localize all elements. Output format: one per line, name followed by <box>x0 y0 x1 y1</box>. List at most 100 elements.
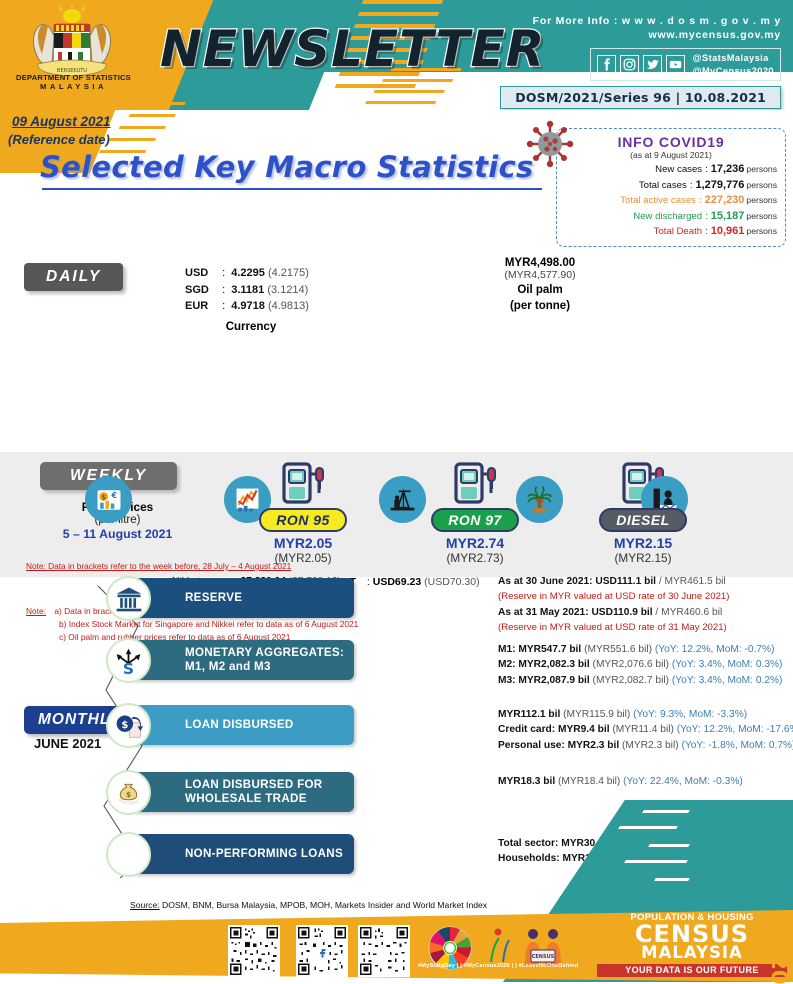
website-mycensus: www.mycensus.gov.my <box>533 28 781 42</box>
fuel-pump-group: DIESEL MYR2.15 (MYR2.15) <box>568 458 718 565</box>
decor-speed-line <box>642 810 690 813</box>
detail-bold: M2: MYR2,082.3 bil <box>498 659 590 670</box>
decor-stripe <box>139 102 186 105</box>
decor-speed-line <box>648 844 690 847</box>
fuel-name-pill: DIESEL <box>599 508 687 532</box>
currency-colon: : <box>222 300 228 312</box>
decor-stripe <box>362 0 444 4</box>
detail-bold: M1: MYR547.7 bil <box>498 644 581 655</box>
weekly-note-text: Note: Data in brackets refer to the week… <box>26 561 291 571</box>
decor-speed-line <box>618 826 678 829</box>
covid-subtitle: (as at 9 August 2021) <box>565 150 777 160</box>
covid-colon: : <box>705 163 708 177</box>
handle-stats-malaysia: @StatsMalaysia <box>693 52 774 65</box>
instagram-icon[interactable] <box>620 55 639 74</box>
census-logo-block: POPULATION & HOUSING CENSUS MALAYSIA YOU… <box>597 912 787 977</box>
page-title: Selected Key Macro Statistics <box>40 150 534 184</box>
monthly-detail-line: M3: MYR2,087.9 bil (MYR2,082.7 bil) (YoY… <box>498 673 782 688</box>
fuel-name-pill: RON 95 <box>259 508 347 532</box>
svg-text:€: € <box>110 491 117 500</box>
oil-palm-title-1: Oil palm <box>476 283 604 297</box>
fuel-pump-icon <box>274 458 332 506</box>
decor-stripe <box>119 126 166 129</box>
currency-prev: (3.1214) <box>267 284 308 296</box>
currency-row: EUR : 4.9718 (4.9813) <box>185 298 309 315</box>
decor-stripe <box>129 114 176 117</box>
monthly-row-details: As at 30 June 2021: USD111.1 bil / MYR46… <box>498 574 729 635</box>
partner-logos-group: CENSUS <box>425 924 585 977</box>
detail-bold: Personal use: MYR2.3 bil <box>498 740 619 751</box>
detail-footnote: (Reserve in MYR valued at USD rate of 30… <box>498 591 729 602</box>
monthly-row-label-1: LOAN DISBURSED <box>185 718 294 731</box>
qr-code-dosm[interactable] <box>228 925 280 977</box>
currency-value: 4.9718 <box>231 300 265 312</box>
currency-value: 3.1181 <box>231 284 264 296</box>
decor-stripe <box>365 101 436 104</box>
monthly-row-bar: MONETARY AGGREGATES:M1, M2 and M3 <box>130 640 354 680</box>
detail-change: (YoY: 3.4%, MoM: 0.3%) <box>669 659 782 670</box>
source-line: Source: DOSM, BNM, Bursa Malaysia, MPOB,… <box>130 900 487 910</box>
npl-icon: % <box>106 832 151 877</box>
svg-text:$: $ <box>101 492 106 501</box>
covid-row-label: New cases <box>655 163 702 177</box>
qr-icon <box>230 927 278 975</box>
qr-code-mycensus[interactable] <box>358 925 410 977</box>
detail-bold: MYR18.3 bil <box>498 776 555 787</box>
monetary-arrows-icon: S <box>106 638 151 683</box>
twitter-icon[interactable] <box>643 55 662 74</box>
covid-row-label: Total cases <box>639 179 687 193</box>
detail-prev: / MYR460.6 bil <box>653 607 723 618</box>
detail-change: (YoY: 9.3%, MoM: -3.3%) <box>630 709 747 720</box>
qr-code-facebook[interactable] <box>296 925 348 977</box>
daily-section: DAILY USD : 4.2295 (4.2175) SGD : 3.1181… <box>0 195 793 450</box>
decor-speed-line <box>654 878 690 881</box>
currency-code: SGD <box>185 282 219 299</box>
daily-badge: DAILY <box>24 263 123 291</box>
series-number-badge: DOSM/2021/Series 96 | 10.08.2021 <box>500 86 781 109</box>
emblem-label-country: MALAYSIA <box>6 82 141 91</box>
oil-palm-prev: (MYR4,577.90) <box>476 269 604 281</box>
svg-text:$: $ <box>126 790 131 799</box>
monthly-row-details: MYR112.1 bil (MYR115.9 bil) (YoY: 9.3%, … <box>498 707 793 753</box>
covid-row-value: 1,279,776 <box>695 178 744 194</box>
covid-row-unit: persons <box>746 179 777 191</box>
census-line-2: CENSUS <box>597 923 787 945</box>
qr-icon <box>298 927 346 975</box>
emblem-label-department: DEPARTMENT OF STATISTICS <box>6 73 141 82</box>
facebook-icon[interactable] <box>597 55 616 74</box>
source-label: Source: <box>130 900 160 910</box>
youtube-icon[interactable] <box>666 55 685 74</box>
monthly-row-details: M1: MYR547.7 bil (MYR551.6 bil) (YoY: 12… <box>498 642 782 688</box>
monthly-row-label-1: RESERVE <box>185 591 242 604</box>
title-underline <box>42 188 542 190</box>
reference-date: 09 August 2021 <box>12 114 111 129</box>
page-header: BERSEKUTU DEPARTMENT OF STATISTICS MALAY… <box>0 0 793 110</box>
fuel-price: MYR2.74 <box>400 535 550 551</box>
monthly-detail-line: As at 30 June 2021: USD111.1 bil / MYR46… <box>498 574 729 589</box>
detail-change: (YoY: 12.2%, MoM: -17.6%) <box>674 724 793 735</box>
detail-bold: Credit card: MYR9.4 bil <box>498 724 610 735</box>
detail-footnote: (Reserve in MYR valued at USD rate of 31… <box>498 622 727 633</box>
monthly-detail-line: Personal use: MYR2.3 bil (MYR2.3 bil) (Y… <box>498 738 793 753</box>
monthly-row-bar: NON-PERFORMING LOANS <box>130 834 354 874</box>
detail-prev: / MYR461.5 bil <box>656 576 726 587</box>
reference-date-label: (Reference date) <box>8 132 110 147</box>
covid-row: New cases : 17,236 persons <box>565 162 777 178</box>
monthly-row-label-2: M1, M2 and M3 <box>185 660 271 673</box>
census-line-3: MALAYSIA <box>597 945 787 962</box>
covid-title: INFO COVID19 <box>565 134 777 150</box>
covid-row: Total cases : 1,279,776 persons <box>565 178 777 194</box>
currency-colon: : <box>222 267 228 279</box>
source-text: DOSM, BNM, Bursa Malaysia, MPOB, MOH, Ma… <box>160 900 487 910</box>
monthly-detail-line: MYR112.1 bil (MYR115.9 bil) (YoY: 9.3%, … <box>498 707 793 722</box>
svg-text:%: % <box>123 847 131 857</box>
detail-prev: (MYR11.4 bil) <box>610 724 674 735</box>
currency-row: USD : 4.2295 (4.2175) <box>185 265 309 282</box>
fuel-name-pill: RON 97 <box>431 508 519 532</box>
detail-bold: MYR112.1 bil <box>498 709 560 720</box>
currency-value: 4.2295 <box>231 267 265 279</box>
currency-code: USD <box>185 265 219 282</box>
money-bag-hand-icon: $ <box>106 770 151 815</box>
weekly-note: Note: Data in brackets refer to the week… <box>26 561 291 571</box>
census-year: 2020 <box>768 926 789 984</box>
